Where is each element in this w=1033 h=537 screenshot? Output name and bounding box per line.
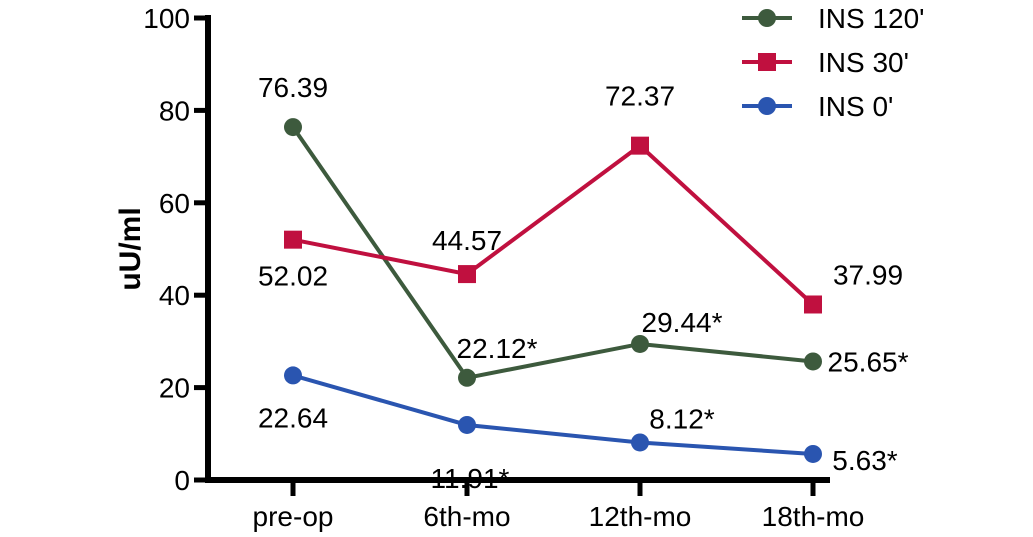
legend-item: INS 0'	[742, 91, 893, 122]
y-tick-label: 40	[159, 280, 190, 311]
data-point	[458, 368, 476, 387]
data-point	[284, 118, 302, 137]
legend-item: INS 120'	[742, 3, 925, 34]
data-label: 8.12*	[649, 403, 714, 434]
series-line	[292, 373, 814, 456]
data-point	[284, 230, 302, 249]
y-tick-label: 20	[159, 373, 190, 404]
data-point	[631, 334, 649, 353]
data-label: 29.44*	[642, 307, 723, 338]
series-1: 52.02 44.57 72.37 37.99	[258, 81, 903, 314]
legend-item: INS 30'	[742, 47, 909, 78]
legend-label: INS 0'	[818, 91, 893, 122]
y-tick-label: 80	[159, 95, 190, 126]
series-2: 22.64 11.91* 8.12* 5.63*	[258, 366, 898, 494]
series-0: 76.39 22.12* 29.44* 25.65*	[258, 72, 909, 387]
data-point	[804, 295, 822, 314]
data-label: 37.99	[833, 259, 903, 290]
data-label: 11.91*	[431, 463, 510, 494]
data-label: 44.57	[432, 225, 502, 256]
y-tick-label: 0	[174, 465, 190, 496]
data-point	[804, 444, 822, 463]
y-tick-label: 100	[143, 3, 190, 34]
data-point	[631, 433, 649, 452]
legend-label: INS 120'	[818, 3, 925, 34]
data-label: 22.12*	[457, 333, 538, 364]
data-label: 72.37	[605, 81, 675, 112]
data-label: 5.63*	[832, 445, 897, 476]
y-tick-label: 60	[159, 188, 190, 219]
data-point	[458, 265, 476, 284]
legend: INS 120' INS 30' INS 0'	[742, 3, 925, 122]
data-point	[631, 136, 649, 155]
x-tick-label: 12th-mo	[589, 501, 692, 532]
y-axis-label: uU/ml	[114, 207, 147, 290]
series-line	[292, 143, 815, 306]
data-point	[284, 366, 302, 385]
data-label: 52.02	[258, 261, 328, 292]
x-tick-label: 18th-mo	[762, 501, 865, 532]
legend-marker	[758, 97, 776, 115]
x-tick-label: 6th-mo	[423, 501, 510, 532]
data-label: 22.64	[258, 402, 328, 433]
legend-marker	[758, 53, 776, 71]
legend-marker	[758, 9, 776, 27]
series-line	[291, 125, 814, 381]
data-point	[804, 352, 822, 371]
data-label: 25.65*	[828, 346, 909, 377]
legend-label: INS 30'	[818, 47, 909, 78]
x-tick-label: pre-op	[253, 501, 334, 532]
data-point	[458, 415, 476, 434]
data-label: 76.39	[258, 72, 328, 103]
